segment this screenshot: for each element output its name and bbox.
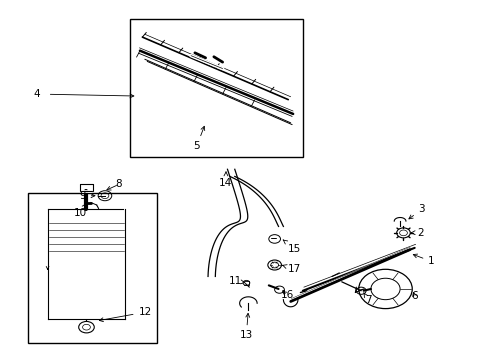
Text: 2: 2	[410, 228, 423, 238]
Text: 14: 14	[219, 172, 232, 188]
Text: 10: 10	[73, 204, 86, 218]
Text: 11: 11	[228, 276, 244, 286]
Bar	[28, 193, 157, 342]
Text: 16: 16	[281, 290, 294, 300]
Text: 12: 12	[99, 307, 151, 322]
Text: 9: 9	[79, 191, 95, 201]
Text: 13: 13	[239, 313, 252, 341]
Text: 17: 17	[282, 264, 301, 274]
Text: 5: 5	[193, 126, 204, 151]
Text: 1: 1	[412, 254, 434, 266]
Text: 4: 4	[33, 89, 40, 99]
Text: 8: 8	[116, 179, 122, 189]
Text: 7: 7	[363, 293, 371, 305]
Text: 6: 6	[410, 291, 417, 301]
Bar	[130, 19, 302, 157]
Text: 3: 3	[408, 204, 425, 219]
Text: 15: 15	[283, 240, 301, 254]
